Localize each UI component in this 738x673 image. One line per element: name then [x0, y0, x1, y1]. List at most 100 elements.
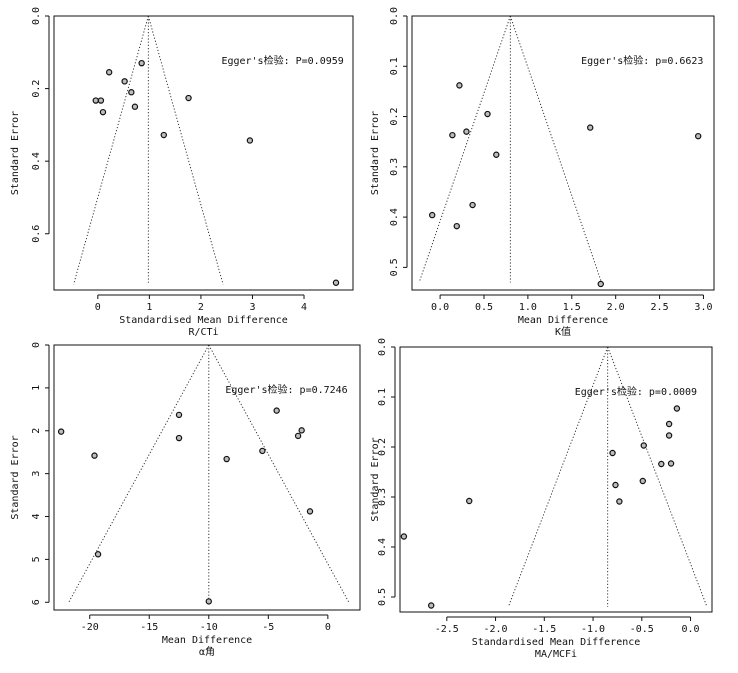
x-tick-label: -0.5	[630, 624, 654, 635]
study-point	[453, 222, 460, 230]
x-tick-label: 0.0	[682, 624, 700, 635]
study-point	[400, 533, 408, 540]
study-point	[616, 498, 623, 505]
study-point	[205, 598, 212, 605]
egger-test-annotation: Egger's检验: P=0.0959	[221, 54, 343, 67]
y-tick-label: 0.5	[377, 588, 388, 606]
x-tick-label: 0	[325, 622, 331, 633]
study-point	[138, 59, 145, 67]
plot-frame	[53, 15, 354, 291]
y-tick-label: 2	[31, 428, 42, 434]
x-tick-label: 0.0	[431, 302, 449, 313]
study-point	[658, 460, 665, 468]
x-axis-sublabel: K值	[555, 325, 571, 338]
x-tick-label: 3.0	[694, 302, 712, 313]
study-point	[306, 508, 314, 515]
plot-frame	[411, 15, 715, 291]
egger-test-annotation: Egger's检验: p=0.0009	[575, 385, 697, 398]
study-point	[94, 551, 102, 558]
x-tick-label: 1.0	[519, 302, 537, 313]
x-tick-label: 1	[146, 302, 152, 313]
y-axis-label: Standard Error	[10, 111, 21, 195]
study-point	[175, 434, 183, 442]
y-tick-label: 0.4	[31, 152, 42, 170]
x-tick-label: 1.5	[563, 302, 581, 313]
y-tick-label: 0.2	[389, 108, 400, 126]
study-point	[639, 477, 646, 485]
x-tick-label: 0	[95, 302, 101, 313]
study-point	[131, 103, 139, 110]
study-point	[665, 420, 673, 428]
y-tick-label: 0.5	[389, 258, 400, 276]
y-axis-label: Standard Error	[10, 435, 21, 519]
plot-frame	[399, 346, 713, 613]
x-axis-label: Standardised Mean Difference	[472, 637, 641, 648]
funnel-left-boundary	[507, 346, 609, 608]
study-point	[449, 131, 456, 139]
y-tick-label: 0.3	[377, 488, 388, 506]
x-axis-sublabel: MA/MCFi	[535, 649, 577, 660]
y-tick-label: 0.0	[389, 7, 400, 25]
y-tick-label: 0.1	[389, 57, 400, 75]
y-tick-label: 0.6	[31, 225, 42, 243]
study-point	[185, 94, 192, 102]
x-tick-label: -20	[81, 622, 99, 633]
x-tick-label: 3	[249, 302, 255, 313]
study-point	[484, 110, 491, 118]
study-point	[456, 82, 463, 89]
study-point	[332, 279, 340, 286]
x-axis-label: Standardised Mean Difference	[119, 315, 288, 326]
x-tick-label: -1.5	[532, 624, 556, 635]
x-tick-label: 2.5	[651, 302, 669, 313]
y-axis-label: Standard Error	[370, 111, 381, 195]
y-tick-label: 3	[31, 471, 42, 477]
study-point	[640, 442, 647, 449]
study-point	[273, 407, 280, 414]
funnel-left-boundary	[73, 15, 149, 285]
study-point	[99, 108, 107, 116]
study-point	[91, 452, 98, 459]
study-point	[121, 78, 128, 85]
x-axis-sublabel: α角	[199, 646, 215, 658]
study-point	[665, 432, 673, 439]
study-point	[160, 131, 168, 139]
study-point	[587, 124, 594, 131]
x-axis-label: Mean Difference	[162, 635, 252, 646]
plot-frame	[53, 344, 361, 611]
x-tick-label: 2	[198, 302, 204, 313]
y-tick-label: 0.4	[377, 538, 388, 556]
study-point	[493, 151, 500, 158]
study-point	[694, 132, 702, 140]
y-tick-label: 0.0	[31, 7, 42, 25]
study-point	[57, 428, 65, 435]
study-point	[128, 89, 135, 96]
y-tick-label: 0.0	[377, 338, 388, 356]
study-point	[97, 97, 105, 104]
x-tick-label: -2.5	[435, 624, 459, 635]
funnel-right-boundary	[607, 346, 708, 608]
y-tick-label: 4	[31, 514, 42, 520]
funnel-plot-4: -2.5 -2.0 -1.5 -1.0 -0.5 0.0 Standardised Mean…	[370, 338, 713, 660]
y-tick-label: 1	[31, 385, 42, 391]
x-axis-label: Mean Difference	[518, 315, 608, 326]
study-point	[246, 137, 254, 144]
x-tick-label: 2.0	[607, 302, 625, 313]
y-tick-label: 5	[31, 556, 42, 562]
y-tick-label: 6	[31, 599, 42, 605]
study-point	[259, 447, 266, 455]
y-axis-label: Standard Error	[370, 437, 381, 521]
study-point	[469, 201, 476, 209]
x-tick-label: 4	[301, 302, 307, 313]
study-point	[105, 69, 113, 76]
y-tick-label: 0	[31, 342, 42, 348]
study-point	[223, 455, 230, 463]
funnel-right-boundary	[509, 15, 602, 283]
study-point	[612, 481, 619, 489]
funnel-right-boundary	[208, 344, 350, 603]
study-point	[609, 449, 616, 457]
funnel-left-boundary	[68, 344, 210, 603]
study-point	[428, 602, 435, 609]
study-point	[463, 128, 470, 135]
